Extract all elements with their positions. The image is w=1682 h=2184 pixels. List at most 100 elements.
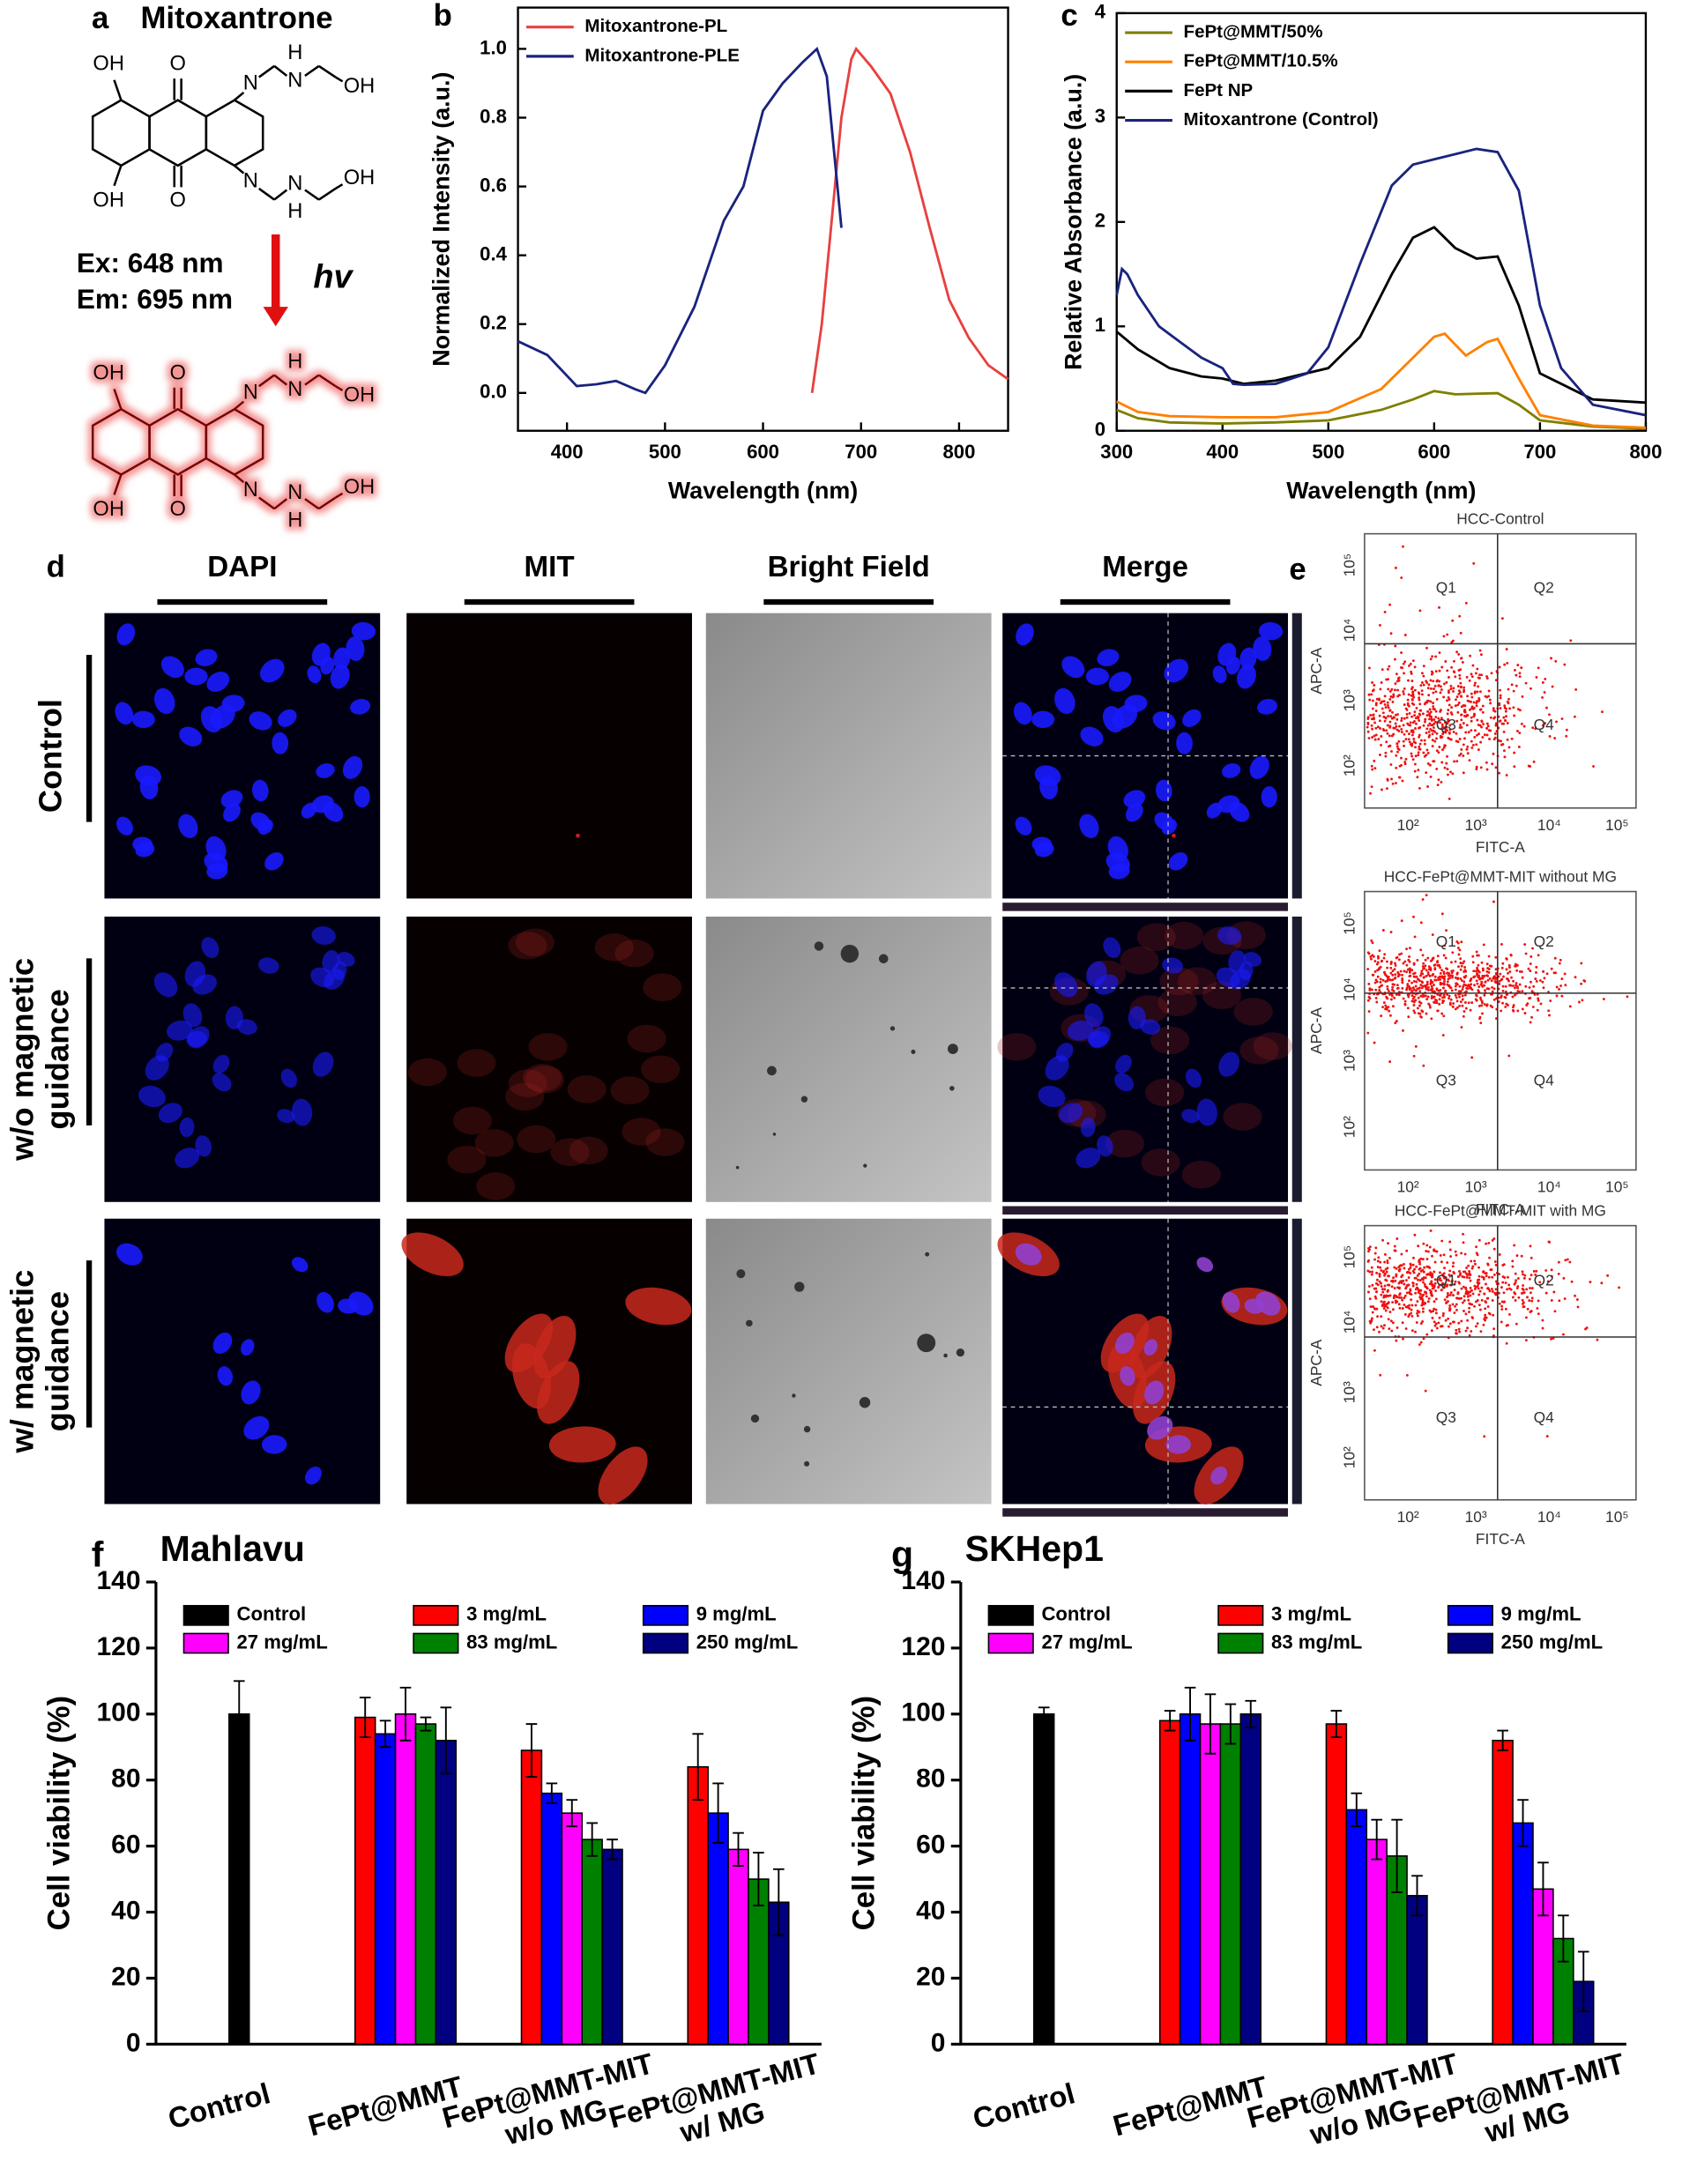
event-dot (1425, 1265, 1429, 1268)
nucleus (346, 636, 365, 661)
event-dot (1395, 956, 1398, 960)
event-dot (1521, 1298, 1524, 1302)
cell-signal (594, 933, 634, 962)
event-dot (1529, 1021, 1532, 1024)
ring (205, 407, 264, 476)
event-dot (1405, 970, 1409, 974)
event-dot (1422, 962, 1425, 965)
event-dot (1408, 711, 1411, 715)
cell-signal (643, 973, 682, 1002)
event-dot (1411, 1281, 1415, 1285)
event-dot (1429, 687, 1433, 690)
event-dot (1448, 698, 1451, 702)
event-dot (1448, 797, 1451, 800)
event-dot (1432, 726, 1435, 729)
nucleus (332, 961, 347, 981)
event-dot (1457, 669, 1461, 672)
series-line (1115, 147, 1647, 417)
event-dot (1431, 1316, 1434, 1319)
event-dot (1405, 1279, 1408, 1281)
atom-label: N (243, 381, 258, 404)
event-dot (1370, 724, 1373, 727)
event-dot (1553, 737, 1557, 739)
nucleus (220, 790, 243, 808)
event-dot (1376, 955, 1380, 958)
event-dot (1398, 1293, 1401, 1296)
event-dot (1558, 988, 1560, 991)
event-dot (1431, 739, 1434, 742)
bond (335, 385, 344, 392)
event-dot (1389, 1319, 1393, 1323)
event-dot (1395, 1273, 1398, 1276)
event-dot (1462, 1285, 1465, 1289)
event-dot (1381, 1006, 1384, 1009)
event-dot (1397, 776, 1401, 779)
event-dot (1407, 693, 1410, 696)
event-dot (1472, 969, 1476, 973)
event-dot (1418, 712, 1421, 716)
event-dot (1476, 733, 1478, 737)
event-dot (1433, 760, 1436, 763)
nucleus (333, 647, 351, 670)
event-dot (1485, 1282, 1487, 1286)
event-dot (1389, 931, 1393, 933)
event-dot (1493, 732, 1497, 735)
nucleus (337, 952, 355, 967)
event-dot (1448, 971, 1451, 975)
event-dot (1398, 724, 1401, 728)
nucleus (1255, 1291, 1281, 1316)
nucleus (1143, 1339, 1157, 1356)
event-dot (1386, 1302, 1388, 1305)
event-dot (1394, 566, 1397, 569)
event-dot (1455, 1303, 1458, 1306)
event-dot (1519, 709, 1522, 712)
event-dot (1403, 672, 1406, 675)
event-dot (1449, 711, 1453, 715)
event-dot (1468, 1270, 1471, 1273)
bond (258, 496, 275, 510)
event-dot (1522, 1273, 1524, 1276)
event-dot (1447, 1317, 1450, 1320)
cell-signal (567, 1075, 607, 1103)
event-dot (1454, 1280, 1457, 1283)
event-dot (1487, 729, 1491, 732)
event-dot (1528, 1299, 1531, 1303)
nucleus (316, 1291, 334, 1313)
cell-signal (1120, 947, 1159, 975)
event-dot (1382, 715, 1386, 718)
event-dot (1440, 780, 1443, 784)
event-dot (1425, 998, 1429, 1001)
event-dot (1429, 727, 1433, 731)
event-dot (1526, 1307, 1529, 1311)
event-dot (1427, 683, 1431, 687)
event-dot (1485, 726, 1488, 730)
event-dot (1367, 693, 1371, 696)
event-dot (1490, 979, 1493, 983)
event-dot (1387, 715, 1389, 717)
event-dot (1470, 719, 1473, 723)
event-dot (1480, 977, 1484, 980)
event-dot (1367, 1010, 1371, 1013)
micrograph (104, 1218, 381, 1504)
event-dot (1413, 999, 1416, 1003)
nucleus (1059, 1103, 1083, 1124)
cell-signal (505, 1082, 545, 1111)
event-dot (1397, 1303, 1401, 1306)
event-dot (1393, 977, 1396, 980)
event-dot (1503, 749, 1506, 753)
event-dot (1403, 761, 1407, 763)
event-dot (1366, 968, 1370, 970)
bond (317, 496, 337, 510)
event-dot (1448, 676, 1450, 679)
event-dot (1426, 709, 1430, 713)
event-dot (1494, 766, 1498, 769)
event-dot (1503, 704, 1507, 708)
bond (234, 473, 245, 484)
event-dot (1411, 986, 1415, 990)
event-dot (1471, 707, 1475, 710)
event-dot (1372, 713, 1375, 717)
event-dot (1427, 1296, 1431, 1300)
event-dot (1395, 993, 1398, 996)
event-dot (1368, 698, 1372, 702)
